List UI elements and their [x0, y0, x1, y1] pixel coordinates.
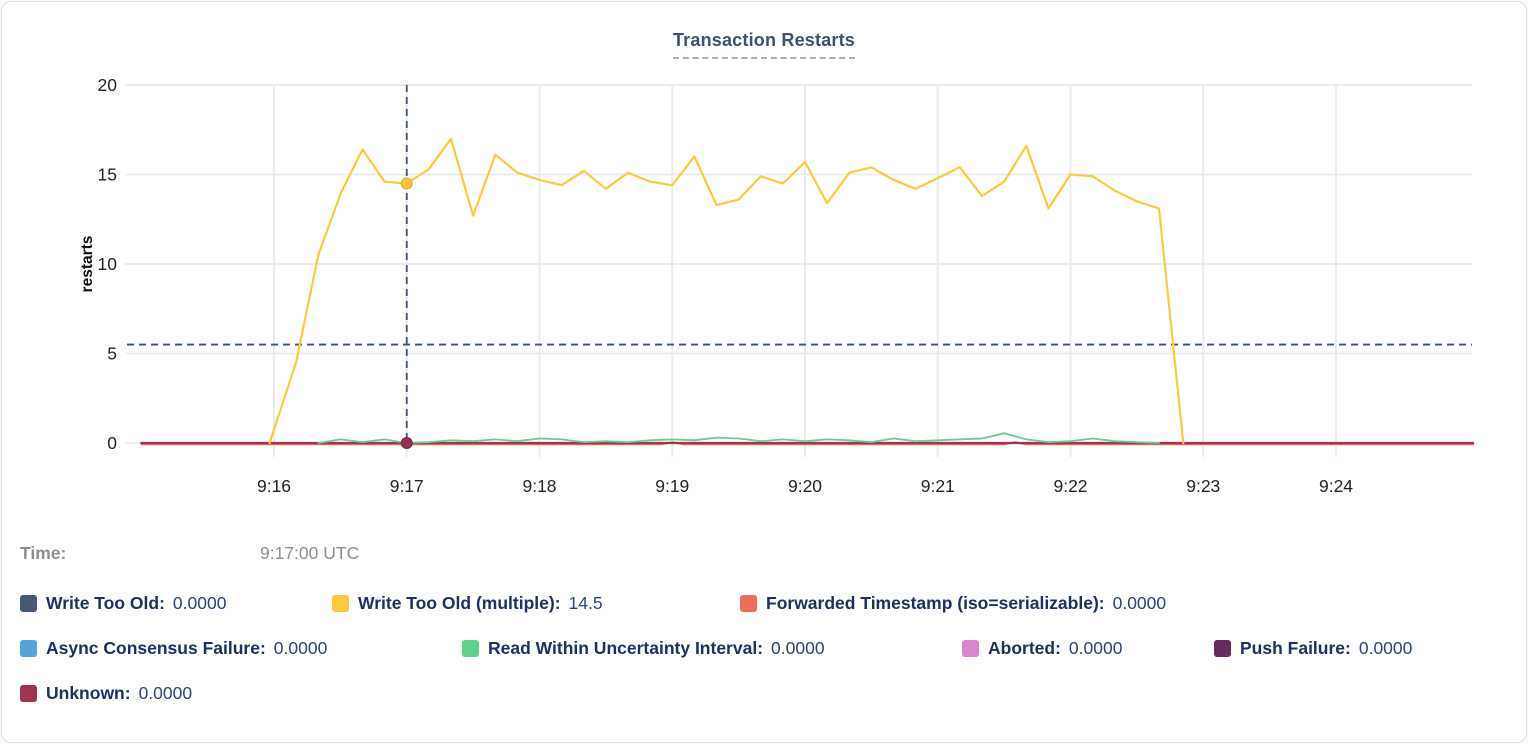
x-tick-label: 9:21 — [921, 476, 955, 496]
legend-color-swatch — [462, 639, 479, 657]
legend-value: 0.0000 — [273, 637, 328, 658]
time-value: 9:17:00 UTC — [260, 543, 360, 563]
legend-label: Unknown: — [46, 682, 131, 703]
legend-item-unknown: Unknown: 0.0000 — [20, 681, 192, 705]
x-tick-label: 9:16 — [257, 476, 291, 496]
legend-item-write-too-old-multiple: Write Too Old (multiple): 14.5 — [332, 591, 603, 615]
legend-item-forwarded-timestamp-iso-serializable: Forwarded Timestamp (iso=serializable): 0… — [740, 591, 1166, 615]
legend-item-write-too-old: Write Too Old: 0.0000 — [20, 591, 226, 615]
legend-value: 0.0000 — [1068, 637, 1123, 658]
x-tick-label: 9:19 — [655, 476, 689, 496]
legend-item-async-consensus-failure: Async Consensus Failure: 0.0000 — [20, 636, 327, 660]
legend-color-swatch — [20, 684, 37, 702]
legend-item-aborted: Aborted: 0.0000 — [962, 636, 1122, 660]
legend-value: 0.0000 — [1112, 592, 1167, 613]
legend-color-swatch — [1214, 639, 1231, 657]
legend-item-read-within-uncertainty-interval: Read Within Uncertainty Interval: 0.0000 — [462, 636, 825, 660]
hover-dot-unknown — [400, 437, 413, 449]
legend-row-2: Async Consensus Failure: 0.0000 Read Withi… — [2, 636, 1526, 662]
y-tick-label: 15 — [98, 165, 117, 185]
y-tick-label: 10 — [98, 254, 118, 274]
legend-item-push-failure: Push Failure: 0.0000 — [1214, 636, 1412, 660]
legend-color-swatch — [962, 639, 979, 657]
legend-value: 0.0000 — [1358, 637, 1413, 658]
time-label: Time: — [20, 543, 67, 563]
x-tick-label: 9:23 — [1186, 476, 1220, 496]
hover-time-row: Time: 9:17:00 UTC — [2, 543, 1526, 569]
y-tick-label: 0 — [107, 433, 117, 453]
legend-label: Write Too Old: — [46, 592, 165, 613]
hover-dot-write-too-old-multiple — [400, 177, 413, 190]
legend-label: Write Too Old (multiple): — [358, 592, 561, 613]
legend-color-swatch — [20, 639, 37, 657]
y-axis-title: restarts — [79, 236, 96, 293]
transaction-restarts-chart[interactable]: 0 5 10 15 20 9:16 9:17 9:18 9:19 9:20 9:21 9:22 9:23… — [2, 2, 1527, 527]
legend-color-swatch — [20, 594, 37, 612]
legend-label: Read Within Uncertainty Interval: — [488, 637, 764, 658]
legend-value: 0.0000 — [172, 592, 227, 613]
chart-title[interactable]: Transaction Restarts — [672, 30, 856, 59]
x-tick-label: 9:18 — [522, 476, 556, 496]
chart-header: Transaction Restarts — [2, 30, 1526, 59]
legend-value: 0.0000 — [138, 682, 193, 703]
x-tick-label: 9:22 — [1053, 476, 1087, 496]
legend-value: 14.5 — [568, 592, 603, 613]
legend-color-swatch — [740, 594, 757, 612]
legend-row-3: Unknown: 0.0000 — [2, 681, 1526, 707]
y-tick-label: 5 — [107, 344, 117, 364]
legend-label: Push Failure: — [1240, 637, 1351, 658]
legend-label: Forwarded Timestamp (iso=serializable): — [766, 592, 1105, 613]
x-tick-label: 9:20 — [788, 476, 822, 496]
x-tick-label: 9:17 — [390, 476, 424, 496]
y-tick-label: 20 — [98, 75, 118, 95]
series-line-write-too-old-multiple — [268, 137, 1185, 445]
legend-color-swatch — [332, 594, 349, 612]
legend-row-1: Write Too Old: 0.0000 Write Too Old (multi… — [2, 591, 1526, 617]
legend-value: 0.0000 — [771, 637, 825, 658]
legend-label: Aborted: — [988, 637, 1061, 658]
legend-label: Async Consensus Failure: — [46, 637, 266, 658]
x-tick-label: 9:24 — [1319, 476, 1353, 496]
series-line-read-within-uncertainty-interval — [317, 432, 1160, 444]
